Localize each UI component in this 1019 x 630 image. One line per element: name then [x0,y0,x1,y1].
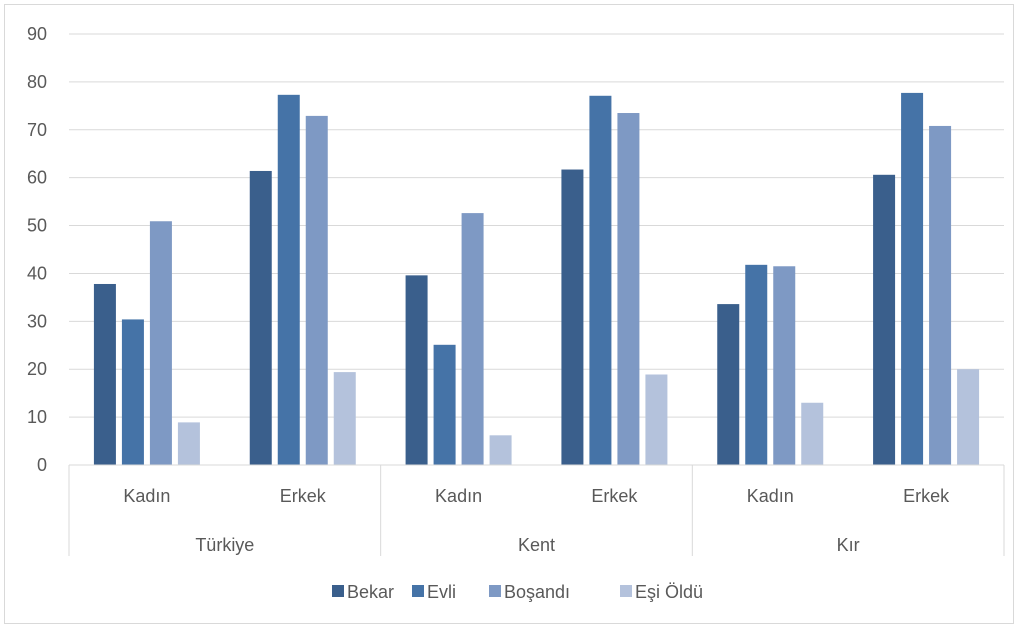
y-tick-label: 40 [27,263,47,283]
y-tick-label: 30 [27,311,47,331]
x-category-label: Kadın [435,486,482,506]
legend: Bekar Evli Boşandı Eşi Öldü [332,582,703,602]
x-category-label: Erkek [591,486,638,506]
x-axis: Kadın Erkek Kadın Erkek Kadın Erkek Türkiye Ken… [68,464,1005,556]
bar-eşi-öldü [957,369,980,465]
y-tick-label: 60 [27,168,47,188]
bar-bekar [873,174,896,465]
y-tick-label: 0 [37,455,47,475]
bar-boşandı [305,115,328,465]
bar-evli [901,92,924,466]
legend-label: Eşi Öldü [635,582,703,602]
bar-evli [121,319,144,465]
bar-boşandı [773,266,796,465]
bar-boşandı [461,213,484,465]
x-group-label: Kır [837,535,860,555]
bar-evli [277,94,300,466]
bar-eşi-öldü [489,435,512,465]
legend-swatch [620,585,632,597]
gridlines [69,33,1004,418]
bar-evli [433,344,456,465]
y-axis: 0 10 20 30 40 50 60 70 80 90 [27,24,47,475]
bar-eşi-öldü [801,402,824,465]
x-group-label: Kent [518,535,555,555]
legend-label: Evli [427,582,456,602]
legend-swatch [489,585,501,597]
bar-boşandı [617,113,640,466]
y-tick-label: 20 [27,359,47,379]
legend-label: Boşandı [504,582,570,602]
x-category-label: Kadın [747,486,794,506]
y-tick-label: 10 [27,407,47,427]
y-tick-label: 70 [27,120,47,140]
legend-swatch [412,585,424,597]
x-category-label: Erkek [903,486,950,506]
bar-bekar [717,304,740,465]
x-category-label: Kadın [123,486,170,506]
chart-frame [4,4,1014,624]
bar-eşi-öldü [333,372,356,465]
bar-bekar [405,275,428,465]
bars [93,92,980,466]
legend-label: Bekar [347,582,394,602]
bar-eşi-öldü [177,422,200,465]
bar-boşandı [929,125,952,466]
y-tick-label: 80 [27,72,47,92]
bar-boşandı [149,221,172,465]
bar-bekar [561,169,584,465]
y-tick-label: 50 [27,216,47,236]
x-category-label: Erkek [280,486,327,506]
legend-swatch [332,585,344,597]
bar-evli [745,264,768,465]
bar-evli [589,95,612,465]
bar-eşi-öldü [645,374,668,465]
bar-bekar [93,283,116,465]
bar-bekar [249,170,272,465]
y-tick-label: 90 [27,24,47,44]
x-group-label: Türkiye [195,535,254,555]
